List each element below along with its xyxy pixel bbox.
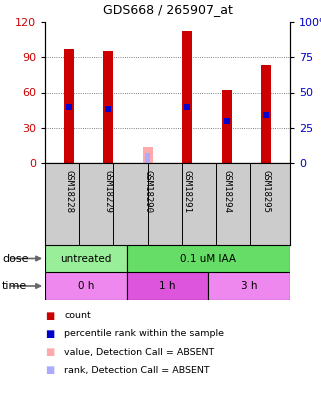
Bar	[208, 272, 290, 300]
Text: count: count	[64, 311, 91, 320]
Text: ■: ■	[45, 365, 54, 375]
Bar	[182, 32, 192, 163]
Bar	[103, 51, 113, 163]
Text: percentile rank within the sample: percentile rank within the sample	[64, 330, 224, 339]
Text: 3 h: 3 h	[241, 281, 257, 291]
Text: 0 h: 0 h	[78, 281, 94, 291]
Bar	[127, 245, 290, 272]
Bar	[127, 272, 208, 300]
Text: rank, Detection Call = ABSENT: rank, Detection Call = ABSENT	[64, 365, 210, 375]
Text: GSM18294: GSM18294	[222, 170, 231, 213]
Bar	[261, 66, 271, 163]
Text: dose: dose	[2, 254, 29, 264]
Bar	[145, 153, 150, 163]
Text: ■: ■	[45, 347, 54, 357]
Bar	[64, 49, 74, 163]
Text: GSM18228: GSM18228	[64, 170, 73, 213]
Text: time: time	[2, 281, 27, 291]
Text: GSM18290: GSM18290	[143, 170, 152, 213]
Bar	[45, 245, 127, 272]
Text: GSM18291: GSM18291	[183, 170, 192, 213]
Text: value, Detection Call = ABSENT: value, Detection Call = ABSENT	[64, 347, 214, 356]
Bar	[143, 147, 153, 163]
Text: GDS668 / 265907_at: GDS668 / 265907_at	[103, 3, 232, 16]
Text: GSM18229: GSM18229	[104, 170, 113, 213]
Text: GSM18295: GSM18295	[262, 170, 271, 213]
Text: untreated: untreated	[60, 254, 111, 264]
Bar	[222, 90, 232, 163]
Text: 1 h: 1 h	[159, 281, 176, 291]
Text: ■: ■	[45, 311, 54, 321]
Bar	[45, 272, 127, 300]
Text: ■: ■	[45, 329, 54, 339]
Text: 0.1 uM IAA: 0.1 uM IAA	[180, 254, 236, 264]
